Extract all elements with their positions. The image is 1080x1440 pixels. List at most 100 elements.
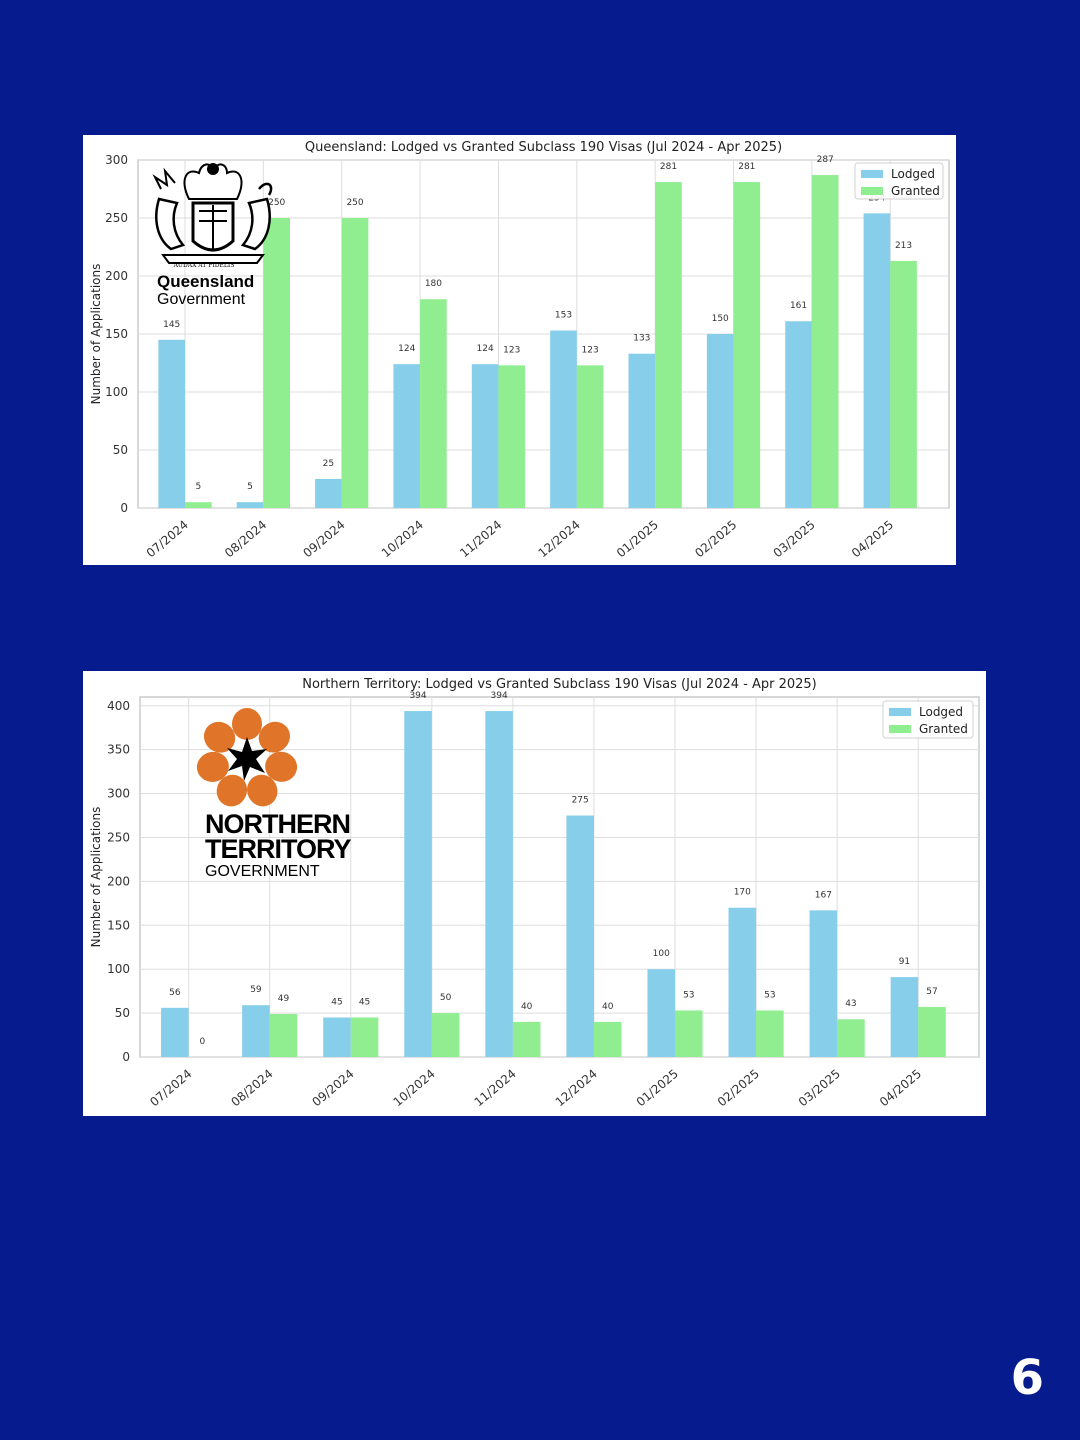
bar-lodged <box>890 977 919 1057</box>
bar-lodged <box>566 815 594 1057</box>
x-tick-label: 03/2025 <box>771 518 818 561</box>
x-tick-label: 08/2024 <box>228 1067 275 1110</box>
data-label-granted: 0 <box>200 1037 206 1047</box>
data-label-lodged: 124 <box>398 344 415 354</box>
y-tick-label: 250 <box>107 830 130 844</box>
y-tick-label: 100 <box>107 962 130 976</box>
queensland-chart: 0 50 100 150 200 250 300 145 5 07/2024 5 250 08/2024… <box>83 135 956 565</box>
northern-territory-chart-svg: 0 50 100 150 200 250 300 350 400 56 0 07/2024 59 49 08… <box>89 677 980 1110</box>
nt-logo-line2: TERRITORY <box>205 834 352 864</box>
bar-lodged <box>158 339 186 508</box>
y-tick-label: 50 <box>115 1006 130 1020</box>
x-tick-label: 07/2024 <box>147 1067 194 1110</box>
bar-lodged <box>728 907 757 1057</box>
y-tick-label: 200 <box>105 269 128 283</box>
data-label-granted: 123 <box>582 345 599 355</box>
queensland-logo-motto: AUDAX AT FIDELIS <box>173 262 235 269</box>
data-label-lodged: 394 <box>409 691 426 701</box>
bar-granted <box>341 218 369 508</box>
y-tick-label: 150 <box>105 327 128 341</box>
queensland-chart-svg: 0 50 100 150 200 250 300 145 5 07/2024 5 250 08/2024… <box>89 140 950 561</box>
x-tick-label: 12/2024 <box>553 1067 600 1110</box>
legend-swatch-lodged <box>889 708 911 716</box>
nt-logo-line3: GOVERNMENT <box>205 863 320 880</box>
y-tick-label: 0 <box>120 501 128 515</box>
data-label-lodged: 167 <box>815 890 832 900</box>
data-label-lodged: 170 <box>734 888 751 898</box>
data-label-granted: 123 <box>503 345 520 355</box>
queensland-logo-subtitle: Government <box>157 291 246 308</box>
y-tick-label: 400 <box>107 699 130 713</box>
y-tick-label: 150 <box>107 918 130 932</box>
data-label-lodged: 100 <box>653 949 670 959</box>
x-tick-label: 03/2025 <box>796 1067 843 1110</box>
bar-granted <box>675 1010 703 1057</box>
data-label-granted: 53 <box>683 990 694 1000</box>
y-tick-label: 300 <box>105 153 128 167</box>
bar-lodged <box>315 479 342 508</box>
x-tick-label: 01/2025 <box>634 1067 681 1110</box>
y-tick-label: 200 <box>107 874 130 888</box>
bar-granted <box>593 1021 622 1057</box>
data-label-granted: 180 <box>425 279 442 289</box>
nt-desert-rose-icon <box>196 708 298 807</box>
y-tick-label: 350 <box>107 743 130 757</box>
data-label-granted: 281 <box>738 162 755 172</box>
bar-granted <box>269 1013 298 1057</box>
data-label-lodged: 133 <box>633 334 650 344</box>
data-label-lodged: 45 <box>331 997 342 1007</box>
bar-lodged <box>236 502 264 508</box>
bar-lodged <box>161 1007 189 1057</box>
bar-granted <box>655 182 682 508</box>
x-tick-label: 02/2025 <box>692 518 739 561</box>
legend: Lodged Granted <box>854 162 944 200</box>
legend-swatch-granted <box>861 187 883 195</box>
bar-granted <box>576 365 604 508</box>
page-number: 6 <box>1010 1350 1044 1406</box>
x-tick-label: 08/2024 <box>222 518 269 561</box>
bar-granted <box>263 218 291 508</box>
legend-label-lodged: Lodged <box>891 167 935 181</box>
legend-label-granted: Granted <box>891 184 940 198</box>
x-tick-label: 10/2024 <box>391 1067 438 1110</box>
nt-logo-line1: NORTHERN <box>205 809 350 839</box>
data-label-granted: 43 <box>845 999 856 1009</box>
data-label-lodged: 153 <box>555 311 572 321</box>
x-tick-label: 07/2024 <box>144 518 191 561</box>
data-label-lodged: 150 <box>712 314 729 324</box>
data-label-granted: 5 <box>195 482 201 492</box>
data-label-lodged: 91 <box>899 957 910 967</box>
bar-lodged <box>323 1017 351 1057</box>
x-tick-label: 11/2024 <box>472 1067 519 1110</box>
bar-lodged <box>485 711 513 1057</box>
y-axis-label: Number of Applications <box>89 807 103 948</box>
bar-granted <box>890 260 917 508</box>
legend: Lodged Granted <box>882 700 974 739</box>
legend-swatch-granted <box>889 725 911 733</box>
data-label-granted: 40 <box>521 1002 533 1012</box>
data-label-granted: 57 <box>926 987 937 997</box>
bar-lodged <box>706 334 734 508</box>
queensland-coat-of-arms-icon <box>152 163 273 264</box>
y-tick-label: 0 <box>122 1050 130 1064</box>
data-label-granted: 287 <box>817 155 834 165</box>
data-label-granted: 49 <box>278 994 290 1004</box>
legend-label-lodged: Lodged <box>919 705 963 719</box>
bar-granted <box>756 1010 784 1057</box>
bar-granted <box>498 365 526 508</box>
bar-granted <box>420 299 447 508</box>
data-label-lodged: 56 <box>169 988 181 998</box>
y-tick-label: 300 <box>107 787 130 801</box>
data-label-granted: 50 <box>440 993 452 1003</box>
data-label-lodged: 25 <box>323 459 334 469</box>
bar-granted <box>811 175 839 508</box>
bar-lodged <box>471 364 499 508</box>
data-label-granted: 45 <box>359 997 370 1007</box>
bar-granted <box>431 1013 460 1057</box>
bar-granted <box>512 1021 541 1057</box>
data-label-lodged: 161 <box>790 301 807 311</box>
data-label-granted: 213 <box>895 241 912 251</box>
y-axis-label: Number of Applications <box>89 264 103 405</box>
data-label-granted: 250 <box>268 198 285 208</box>
bar-lodged <box>809 910 838 1057</box>
